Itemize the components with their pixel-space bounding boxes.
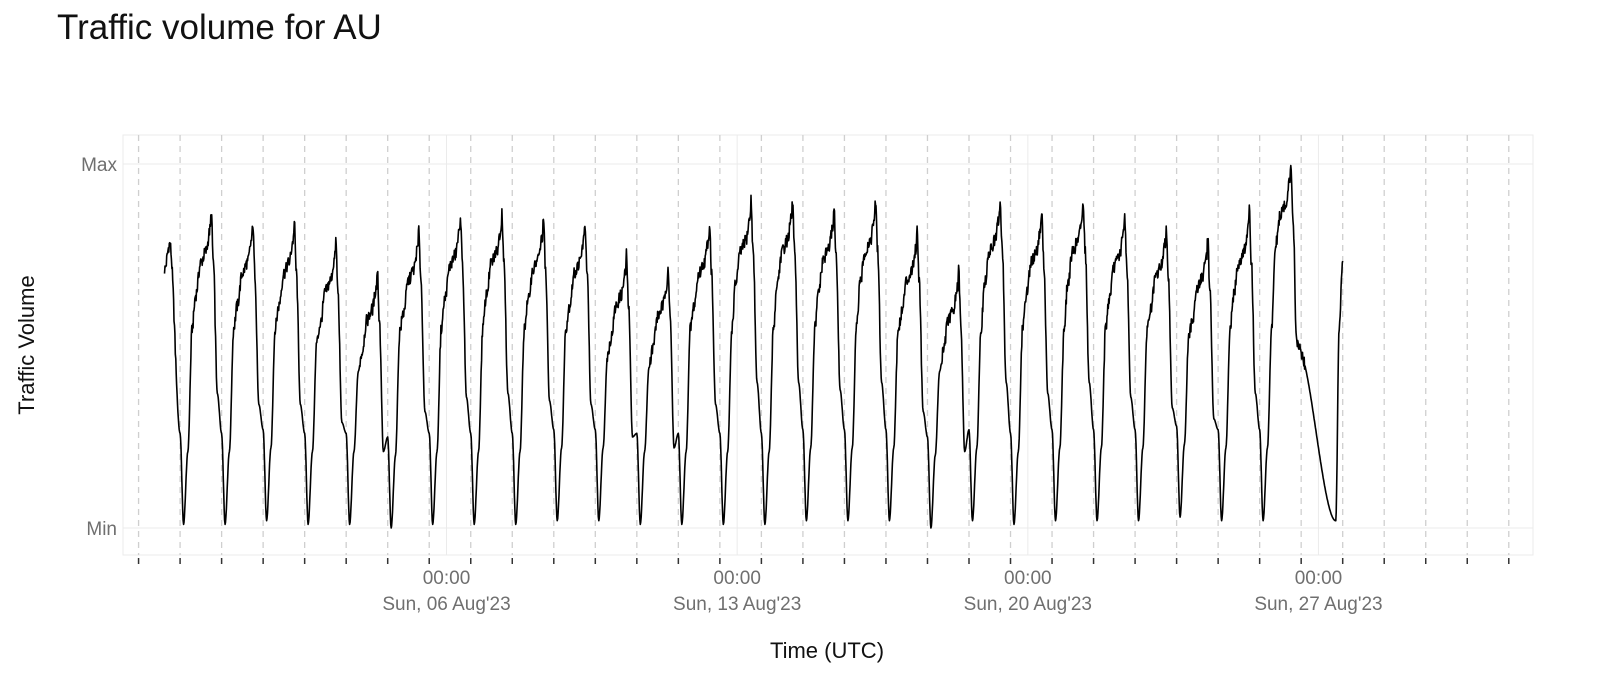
x-tick-label-time: 00:00 (713, 568, 761, 589)
x-axis-title: Time (UTC) (770, 638, 884, 663)
x-tick-label-date: Sun, 20 Aug'23 (964, 594, 1092, 615)
x-tick-label-date: Sun, 06 Aug'23 (382, 594, 510, 615)
x-tick-label-date: Sun, 27 Aug'23 (1254, 594, 1382, 615)
plot-panel (122, 134, 1534, 556)
x-tick-label-date: Sun, 13 Aug'23 (673, 594, 801, 615)
axis-layer: Min Max 00:00 Sun, 06 Aug'23 00:00 Sun, 13 Au… (81, 155, 1510, 615)
x-tick-label-time: 00:00 (1295, 568, 1343, 589)
y-tick-label: Max (81, 155, 117, 176)
chart-title: Traffic volume for AU (57, 8, 382, 47)
x-tick-label-time: 00:00 (423, 568, 471, 589)
grid-layer (123, 135, 1533, 555)
traffic-series-line (163, 164, 1344, 529)
x-tick-label-time: 00:00 (1004, 568, 1052, 589)
y-axis-title: Traffic Volume (14, 275, 39, 414)
y-tick-label: Min (86, 519, 117, 540)
line-layer (163, 164, 1344, 529)
